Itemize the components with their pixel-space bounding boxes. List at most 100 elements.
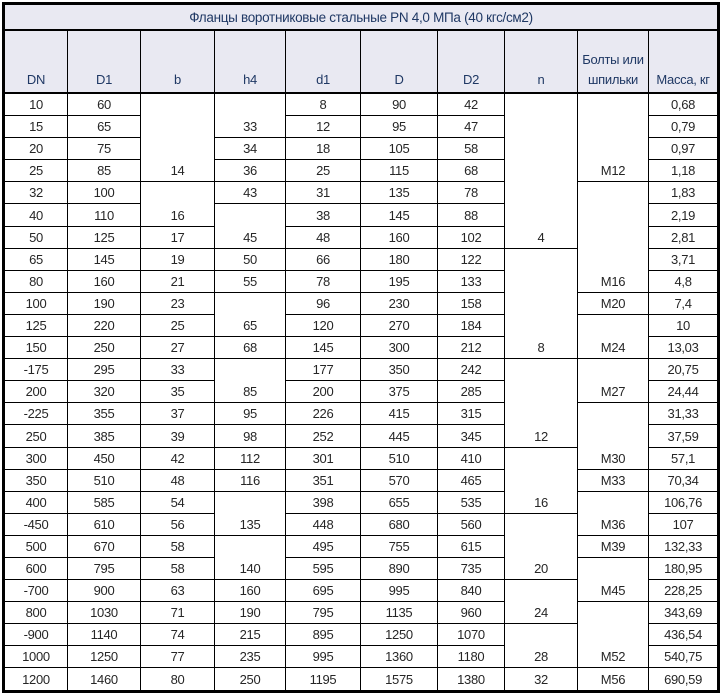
cell-dn: 10: [3, 92, 68, 117]
cell-n: 24: [504, 579, 578, 625]
cell-d1: 200: [285, 380, 361, 404]
cell-h4: 116: [214, 468, 286, 492]
cell-h4: 65: [214, 291, 286, 338]
cell-d2: 78: [437, 181, 505, 205]
cell-d: 135: [360, 181, 438, 205]
cell-dn: 300: [3, 446, 68, 470]
cell-d1: 177: [285, 358, 361, 382]
cell-mass: 107: [647, 512, 720, 536]
cell-d1f: 385: [67, 424, 141, 448]
cell-n: 8: [504, 247, 578, 360]
cell-bolts: M56: [577, 667, 649, 692]
cell-d1f: 100: [67, 181, 141, 205]
cell-d2: 615: [437, 534, 505, 558]
cell-mass: 540,75: [647, 645, 720, 669]
cell-d: 1360: [360, 645, 438, 669]
cell-d1f: 295: [67, 358, 141, 382]
cell-d1: 78: [285, 269, 361, 293]
cell-dn: 200: [3, 380, 68, 404]
cell-dn: 50: [3, 225, 68, 249]
cell-mass: 436,54: [647, 623, 720, 647]
table-title: Фланцы воротниковые стальные PN 4,0 МПа …: [2, 3, 720, 31]
cell-b: 37: [140, 402, 215, 426]
cell-b: 39: [140, 424, 215, 448]
cell-b: 48: [140, 468, 215, 492]
column-header-mass: Масса, кг: [647, 29, 720, 94]
table-row: 25 85 36 25 115 68 1,18: [3, 159, 720, 183]
cell-d1: 795: [285, 601, 361, 625]
cell-d1f: 1460: [67, 667, 141, 692]
cell-dn: 500: [3, 534, 68, 558]
cell-d1f: 1030: [67, 601, 141, 625]
cell-mass: 106,76: [647, 490, 720, 514]
cell-d1: 48: [285, 225, 361, 249]
table-row: 100 190 23 65 96 230 158 M20 7,4: [3, 291, 720, 338]
cell-h4: 135: [214, 490, 286, 536]
cell-mass: 132,33: [647, 534, 720, 558]
cell-mass: 37,59: [647, 424, 720, 448]
cell-mass: 7,4: [647, 291, 720, 315]
cell-h4: 33: [214, 92, 286, 139]
cell-mass: 1,83: [647, 181, 720, 205]
table-body: 10 60 14 33 8 90 42 4 M12 0,68 15 65 12 95 47 0,79 20 75 3…: [3, 92, 720, 692]
cell-bolts: M27: [577, 358, 649, 404]
cell-d1f: 670: [67, 534, 141, 558]
cell-mass: 0,79: [647, 115, 720, 139]
cell-bolts: M52: [577, 601, 649, 669]
cell-d: 890: [360, 556, 438, 581]
table-row: 1200 1460 80 250 1195 1575 1380 32 M56 690,59: [3, 667, 720, 692]
cell-d: 350: [360, 358, 438, 382]
cell-dn: 250: [3, 424, 68, 448]
cell-bolts: M24: [577, 313, 649, 360]
column-header-dn: DN: [3, 29, 68, 94]
table-row: 200 320 35 200 375 285 24,44: [3, 380, 720, 404]
cell-dn: 25: [3, 159, 68, 183]
cell-h4: 215: [214, 623, 286, 647]
cell-d1: 351: [285, 468, 361, 492]
cell-d1: 25: [285, 159, 361, 183]
cell-d1: 38: [285, 203, 361, 227]
cell-d2: 122: [437, 247, 505, 271]
cell-d: 195: [360, 269, 438, 293]
cell-bolts: M33: [577, 468, 649, 492]
column-header-d: D: [360, 29, 438, 94]
cell-dn: -900: [3, 623, 68, 647]
cell-h4: 140: [214, 534, 286, 581]
cell-dn: -700: [3, 579, 68, 603]
cell-dn: 600: [3, 556, 68, 581]
cell-mass: 10: [647, 313, 720, 338]
cell-d1: 398: [285, 490, 361, 514]
table-row: 400 585 54 135 398 655 535 M36 106,76: [3, 490, 720, 536]
table-row: 800 1030 71 190 795 1135 960 M52 343,69: [3, 601, 720, 669]
column-header-b: b: [140, 29, 215, 94]
table-row: 600 795 58 595 890 735 M45 180,95: [3, 556, 720, 603]
cell-mass: 31,33: [647, 402, 720, 426]
title-row: Фланцы воротниковые стальные PN 4,0 МПа …: [2, 3, 720, 31]
cell-d1: 595: [285, 556, 361, 581]
cell-d: 415: [360, 402, 438, 426]
cell-d: 230: [360, 291, 438, 315]
cell-d: 680: [360, 512, 438, 536]
cell-dn: 15: [3, 115, 68, 139]
cell-d2: 345: [437, 424, 505, 448]
cell-d: 90: [360, 92, 438, 117]
cell-d1: 448: [285, 512, 361, 536]
cell-h4: 190: [214, 601, 286, 625]
cell-mass: 690,59: [647, 667, 720, 692]
cell-n: 12: [504, 358, 578, 448]
cell-n: 16: [504, 446, 578, 514]
cell-d: 145: [360, 203, 438, 227]
cell-d: 105: [360, 137, 438, 161]
cell-d2: 102: [437, 225, 505, 249]
cell-d1: 226: [285, 402, 361, 426]
cell-d2: 1180: [437, 645, 505, 669]
cell-h4: 68: [214, 336, 286, 360]
cell-d1f: 110: [67, 203, 141, 227]
cell-n: 28: [504, 623, 578, 669]
cell-d2: 158: [437, 291, 505, 315]
cell-d1f: 190: [67, 291, 141, 315]
cell-b: 14: [140, 92, 215, 183]
cell-b: 77: [140, 645, 215, 669]
cell-bolts: M16: [577, 181, 649, 293]
cell-dn: 400: [3, 490, 68, 514]
